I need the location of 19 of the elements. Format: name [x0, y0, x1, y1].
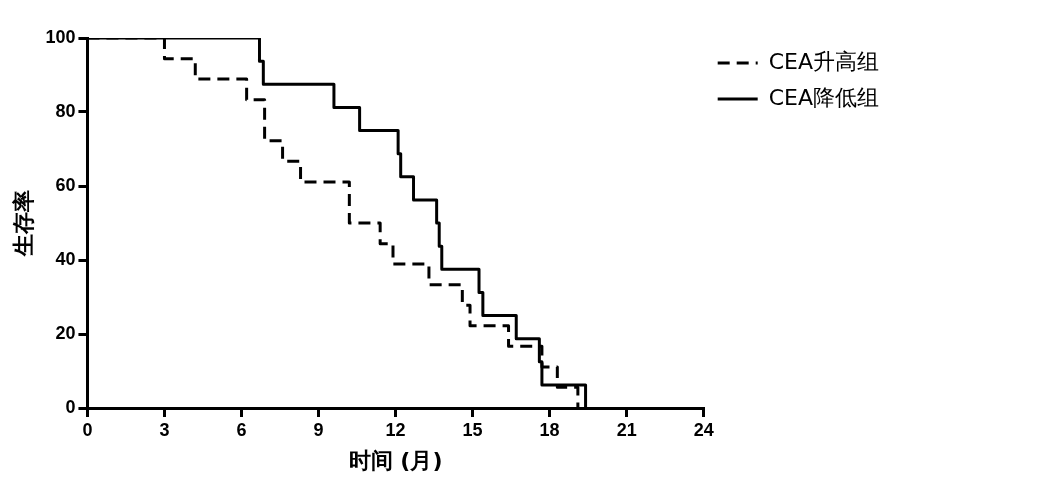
y-tick-label: 60 — [55, 174, 76, 195]
y-tick-label: 0 — [65, 396, 76, 417]
y-axis-title: 生存率 — [10, 190, 36, 257]
x-tick-label: 18 — [539, 419, 560, 440]
x-tick-label: 9 — [313, 419, 324, 440]
x-tick-label: 6 — [236, 419, 247, 440]
x-tick-label: 3 — [159, 419, 170, 440]
x-axis-title: 时间 (月) — [348, 447, 443, 473]
x-tick-label: 0 — [82, 419, 93, 440]
y-tick-label: 100 — [45, 26, 76, 47]
legend-label: CEA降低组 — [768, 84, 879, 110]
y-tick-label: 20 — [55, 322, 76, 343]
x-tick-label: 12 — [385, 419, 406, 440]
x-tick-label: 21 — [616, 419, 637, 440]
legend-label: CEA升高组 — [768, 48, 879, 74]
x-tick-label: 24 — [693, 419, 714, 440]
y-tick-label: 40 — [55, 248, 76, 269]
x-tick-label: 15 — [462, 419, 483, 440]
y-tick-label: 80 — [55, 100, 76, 121]
